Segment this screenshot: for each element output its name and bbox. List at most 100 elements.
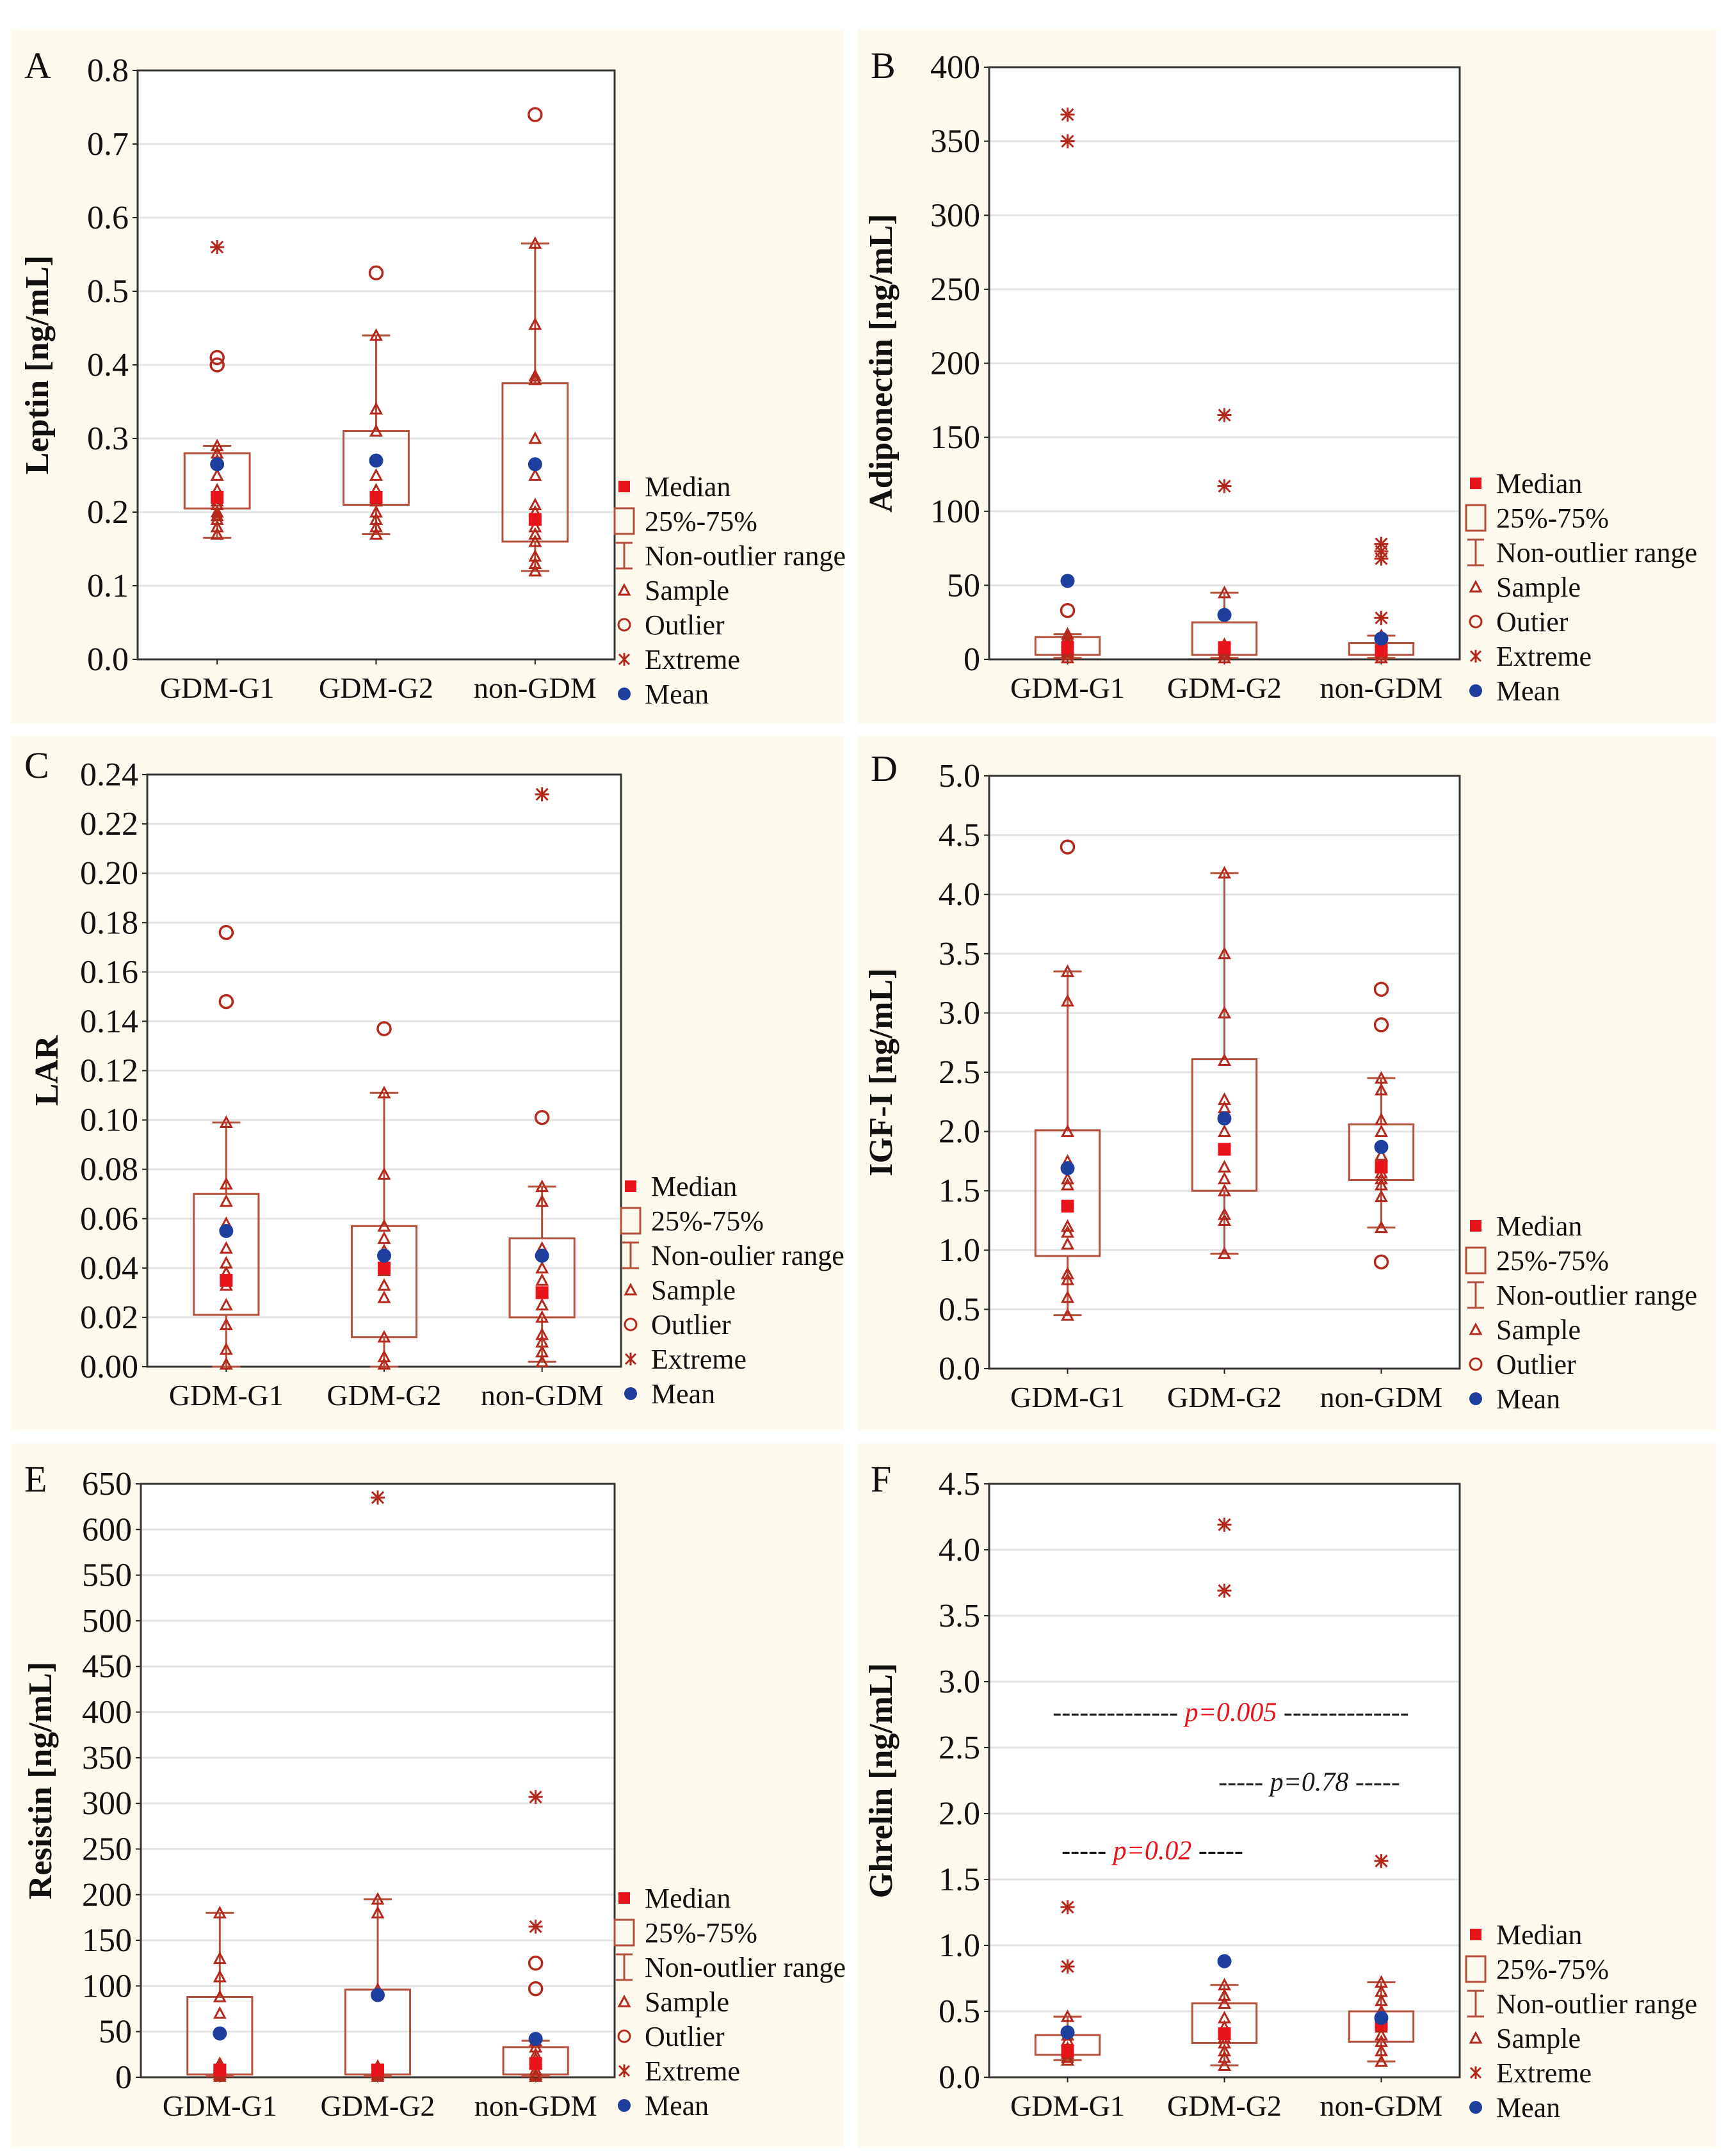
- sample-marker: [369, 401, 383, 415]
- legend-item: Outlier: [617, 2021, 725, 2052]
- y-tick-label: 50: [99, 2014, 132, 2050]
- box-group-non-GDM: [1348, 536, 1415, 664]
- sample-marker: [1375, 1071, 1388, 1084]
- sample-marker: [369, 519, 383, 533]
- sample-marker: [213, 1969, 227, 1983]
- mean-marker: [369, 453, 383, 468]
- mean-marker: [377, 1248, 391, 1263]
- sample-marker: [1218, 2043, 1231, 2057]
- box-group-GDM-G1: [1034, 839, 1101, 1321]
- sample-marker: [535, 1194, 549, 1207]
- box-group-non-GDM: [502, 1790, 569, 2082]
- legend-label: Extreme: [645, 644, 740, 675]
- y-tick-label: 2.0: [939, 1114, 980, 1150]
- sample-marker: [210, 504, 224, 518]
- sample-marker: [210, 512, 224, 525]
- sample-marker: [1375, 1177, 1388, 1191]
- box-group-GDM-G1: [1034, 108, 1101, 664]
- outlier-marker: [1060, 839, 1076, 855]
- y-tick-label: 250: [82, 1831, 132, 1867]
- legend-item: Median: [618, 471, 730, 503]
- legend-item: Extreme: [1469, 641, 1592, 672]
- sample-marker: [1375, 2043, 1388, 2057]
- legend-item: Median: [1470, 1211, 1582, 1242]
- y-tick-label: 1.5: [939, 1173, 980, 1209]
- y-tick-label: 3.5: [939, 1598, 980, 1634]
- y-tick-label: 0.14: [80, 1003, 138, 1040]
- legend-sample-icon: [1469, 1322, 1483, 1335]
- legend-item: Outier: [1469, 606, 1569, 638]
- mean-marker: [1217, 1111, 1232, 1126]
- sample-marker: [1061, 1290, 1074, 1303]
- x-tick-label: GDM-G2: [321, 2089, 435, 2122]
- sample-marker: [1375, 1975, 1388, 1988]
- median-marker: [535, 1286, 549, 1299]
- sample-marker: [1061, 964, 1074, 977]
- mean-marker: [1374, 1139, 1389, 1154]
- x-tick-label: non-GDM: [1320, 672, 1443, 704]
- legend-item: Outlier: [1469, 1349, 1576, 1380]
- legend-item: Median: [1470, 1919, 1582, 1951]
- y-tick-label: 150: [930, 419, 980, 456]
- sample-marker: [1375, 1112, 1388, 1125]
- median-marker: [371, 2063, 384, 2077]
- sample-marker: [1375, 1993, 1388, 2007]
- legend-extreme-icon: [618, 653, 631, 666]
- y-tick-label: 0.6: [87, 200, 129, 236]
- iqr-box: [1191, 1058, 1258, 1192]
- legend-item: Non-outlier range: [616, 540, 846, 572]
- mean-marker: [535, 1248, 549, 1263]
- median-marker: [378, 1261, 391, 1275]
- mean-marker: [1374, 2011, 1389, 2025]
- sample-marker: [1218, 1092, 1231, 1106]
- box-group-GDM-G2: [343, 265, 410, 540]
- box-group-non-GDM: [1348, 981, 1415, 1270]
- sample-marker: [528, 534, 542, 547]
- sample-marker: [369, 328, 383, 341]
- sample-marker: [1375, 2054, 1388, 2067]
- sample-marker: [377, 1349, 391, 1363]
- sample-marker: [535, 1273, 549, 1286]
- y-tick-label: 300: [82, 1785, 132, 1822]
- y-tick-label: 0.10: [80, 1102, 138, 1139]
- sample-marker: [1218, 585, 1231, 599]
- x-tick-label: GDM-G2: [1167, 2089, 1282, 2122]
- panel-label: F: [871, 1458, 891, 1500]
- sample-marker: [1218, 1006, 1231, 1018]
- legend-label: Sample: [645, 1986, 729, 2018]
- y-tick-label: 0.04: [80, 1250, 138, 1287]
- y-tick-label: 0.5: [939, 1993, 980, 2030]
- legend-label: Mean: [645, 679, 709, 710]
- legend-label: Mean: [1496, 2092, 1560, 2123]
- median-marker: [1061, 2044, 1074, 2057]
- sample-marker: [1218, 1171, 1231, 1185]
- extreme-marker: [1060, 108, 1075, 122]
- x-tick-label: GDM-G1: [1010, 2089, 1125, 2122]
- sample-marker: [1218, 2058, 1231, 2071]
- sample-marker: [210, 497, 224, 510]
- sample-marker: [210, 468, 224, 481]
- outlier-marker: [218, 924, 234, 940]
- sample-marker: [528, 549, 542, 562]
- y-tick-label: 400: [930, 49, 980, 86]
- extreme-marker: [1217, 1583, 1232, 1598]
- y-tick-label: 200: [82, 1877, 132, 1913]
- x-tick-label: GDM-G2: [319, 672, 433, 704]
- box-group-GDM-G1: [193, 924, 260, 1370]
- sample-marker: [528, 527, 542, 540]
- legend-label: 25%-75%: [1496, 503, 1609, 534]
- sample-marker: [377, 1231, 391, 1244]
- sample-marker: [528, 556, 542, 569]
- y-tick-label: 0.22: [80, 806, 138, 842]
- sample-marker: [210, 519, 224, 533]
- y-tick-label: 0.5: [87, 273, 129, 310]
- sample-marker: [213, 1906, 227, 1919]
- y-tick-label: 50: [947, 567, 980, 604]
- extreme-marker: [210, 240, 225, 254]
- x-tick-label: non-GDM: [1320, 2089, 1443, 2122]
- legend-label: 25%-75%: [1496, 1954, 1609, 1985]
- legend-median-icon: [625, 1180, 636, 1192]
- chart-panel-E: 0 50 100 150 200 250 300 350 400 450 500 550 600 650 E…: [12, 1444, 846, 2148]
- chart-panel-F: 0.0 0.5 1.0 1.5 2.0 2.5 3.0 3.5 4.0 4.5 F Ghrelin […: [858, 1444, 1716, 2148]
- sample-marker: [1061, 1177, 1074, 1191]
